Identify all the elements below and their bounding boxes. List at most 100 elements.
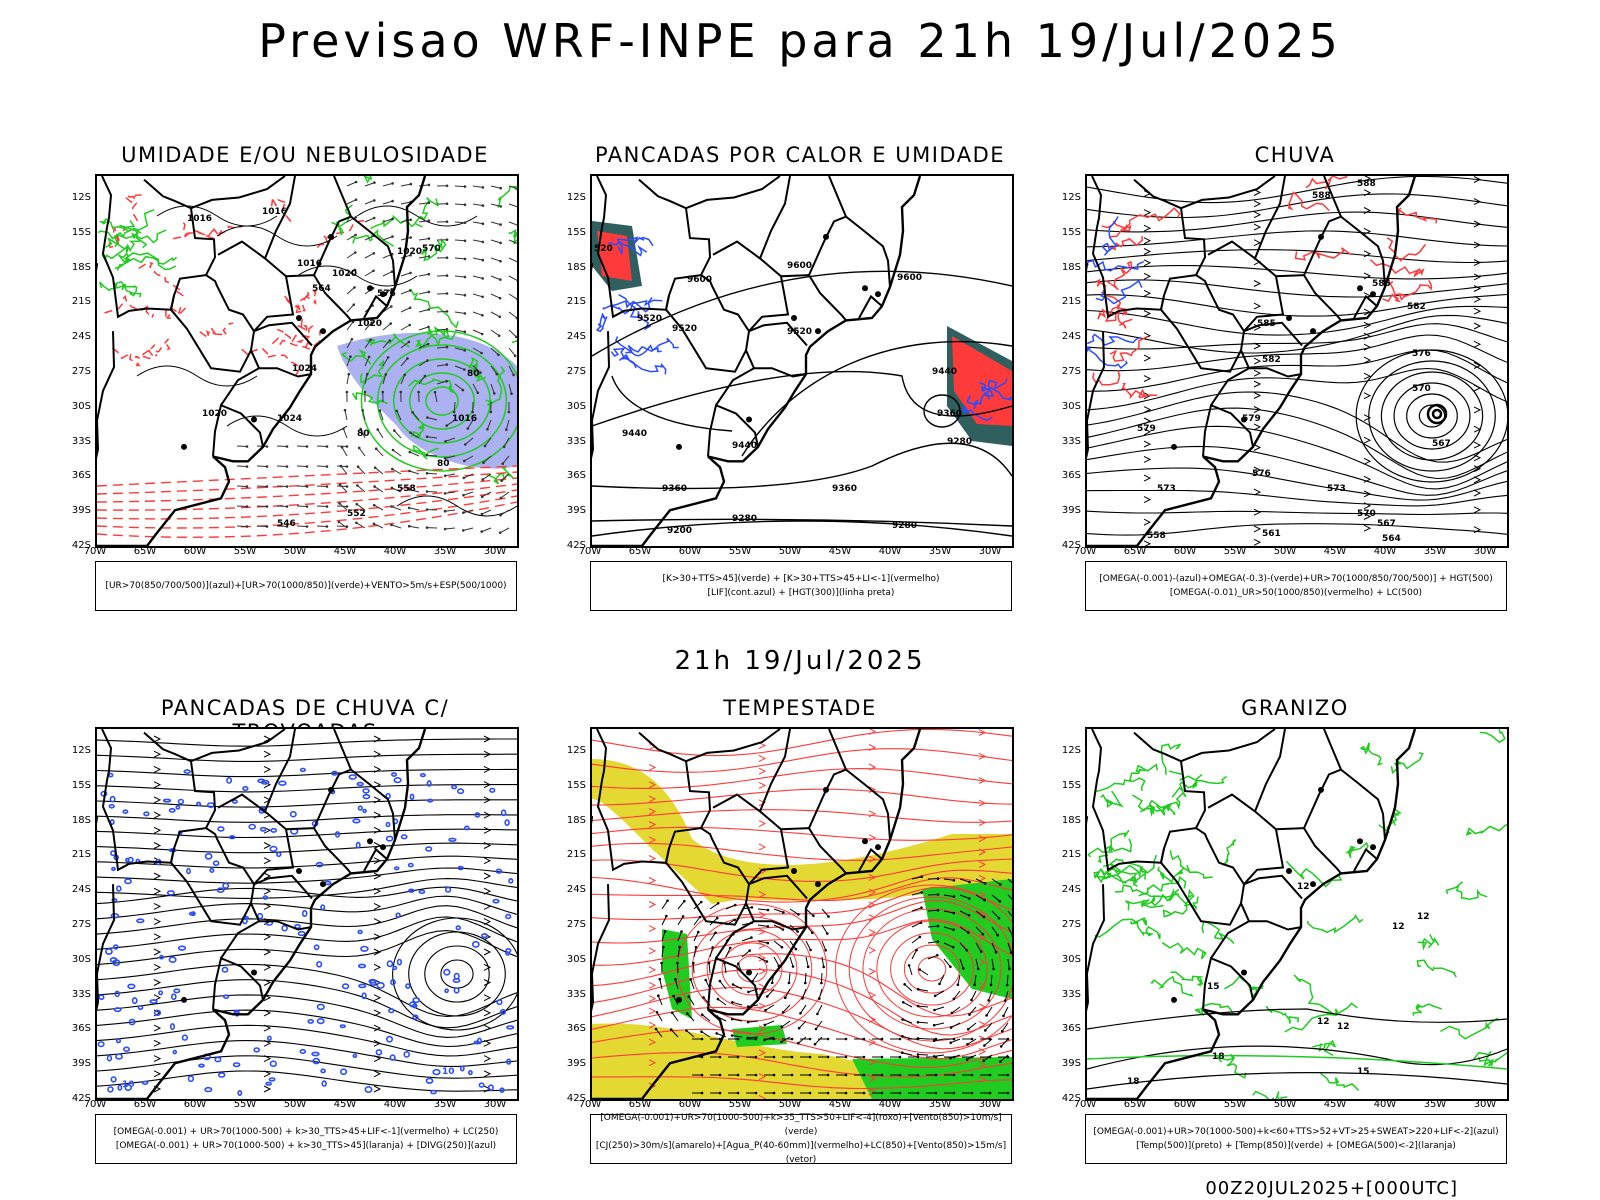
lat-tick-label: 15S [1061, 226, 1081, 238]
lon-tick-label: 30W [483, 546, 507, 557]
panel-title: PANCADAS POR CALOR E UMIDADE [594, 143, 1006, 167]
lon-tick-label: 60W [1173, 1099, 1197, 1110]
lat-tick-label: 30S [1061, 953, 1081, 965]
lon-tick-label: 50W [283, 1099, 307, 1110]
lat-tick-label: 30S [71, 400, 91, 412]
lon-tick-label: 35W [1423, 546, 1447, 557]
contour-label: 576 [377, 289, 396, 299]
map-canvas: 10 10 [97, 729, 517, 1099]
lat-tick-label: 12S [1061, 745, 1081, 756]
lon-tick-label: 70W [1073, 1099, 1097, 1110]
lon-tick-label: 55W [728, 546, 752, 557]
panel-legend: [OMEGA(-0.001)+UR>70(1000-500)+k<60+TTS>… [1085, 1114, 1507, 1164]
contour-label: 573 [1327, 484, 1346, 494]
lat-tick-label: 21S [566, 296, 586, 308]
lat-tick-label: 30S [566, 953, 586, 965]
lon-tick-label: 40W [878, 546, 902, 557]
lon-tick-label: 50W [1273, 1099, 1297, 1110]
lat-tick-label: 12S [1061, 192, 1081, 203]
contour-label: 9600 [687, 275, 712, 285]
lat-tick-label: 21S [71, 849, 91, 861]
lat-tick-label: 27S [71, 919, 91, 930]
panel-legend: [OMEGA(-0.001)-(azul)+OMEGA(-0.3)-(verde… [1085, 561, 1507, 611]
lon-tick-label: 40W [1373, 546, 1397, 557]
legend-line: [K>30+TTS>45](verde) + [K>30+TTS>45+LI<-… [662, 574, 940, 584]
lon-tick-label: 50W [1273, 546, 1297, 557]
contour-label: 588 [1312, 191, 1331, 201]
lon-tick-label: 70W [578, 546, 602, 557]
panel-title: CHUVA [1254, 143, 1336, 167]
panel-legend: [OMEGA(-0.001) + UR>70(1000-500) + k>30_… [95, 1114, 517, 1164]
panel-legend: [UR>70(850/700/500)](azul)+[UR>70(1000/8… [95, 561, 517, 611]
lon-tick-label: 35W [433, 546, 457, 557]
contour-label: 588 [1357, 179, 1376, 189]
lat-tick-label: 36S [1061, 1023, 1081, 1035]
contour-label: 9440 [622, 429, 647, 439]
contour-label: 1016 [262, 207, 287, 217]
contour-label: 10 [122, 1080, 135, 1090]
lat-tick-label: 42S [566, 540, 586, 551]
lat-tick-label: 12S [71, 745, 91, 756]
contour-label: 564 [1382, 534, 1401, 544]
contour-label: 12 [1297, 882, 1310, 892]
contour-label: 9200 [667, 526, 692, 536]
contour-label: 9520 [637, 314, 662, 324]
main-title: Previsao WRF-INPE para 21h 19/Jul/2025 [258, 14, 1342, 68]
lon-tick-label: 40W [1373, 1099, 1397, 1110]
lon-tick-label: 30W [1473, 546, 1497, 557]
contour-label: 9360 [937, 409, 962, 419]
lat-tick-label: 30S [566, 400, 586, 412]
legend-line: [LIF](cont.azul) + [HGT(300)](linha pret… [707, 588, 895, 598]
lat-tick-label: 33S [71, 988, 91, 1000]
lat-tick-label: 33S [1061, 435, 1081, 447]
map-frame: 12 12 12 15 15 18 18 12 12 [1085, 727, 1509, 1101]
contour-label: 12 [1417, 912, 1430, 922]
contour-label: 18 [1127, 1077, 1140, 1087]
lat-tick-label: 27S [566, 919, 586, 930]
lon-tick-label: 40W [383, 1099, 407, 1110]
contour-label: 570 [422, 244, 441, 254]
lon-tick-label: 65W [628, 546, 652, 557]
lat-tick-label: 12S [71, 192, 91, 203]
contour-label: 1024 [292, 364, 317, 374]
lon-tick-label: 55W [1223, 546, 1247, 557]
lon-tick-label: 65W [133, 1099, 157, 1110]
lon-tick-label: 70W [578, 1099, 602, 1110]
lat-tick-label: 36S [1061, 470, 1081, 482]
contour-label: 576 [1412, 349, 1431, 359]
contour-label: 570 [1412, 384, 1431, 394]
contour-label: 12 [1317, 1017, 1330, 1027]
lat-tick-label: 27S [566, 366, 586, 377]
lon-tick-label: 45W [1323, 546, 1347, 557]
lat-tick-label: 42S [1061, 540, 1081, 551]
contour-label: 9360 [662, 484, 687, 494]
lat-tick-label: 36S [566, 1023, 586, 1035]
lon-tick-label: 45W [333, 1099, 357, 1110]
lon-tick-label: 40W [878, 1099, 902, 1110]
lat-tick-label: 39S [1061, 1058, 1081, 1070]
lat-tick-label: 21S [1061, 849, 1081, 861]
lon-tick-label: 55W [233, 546, 257, 557]
lat-tick-label: 15S [71, 779, 91, 791]
lat-tick-label: 42S [71, 1093, 91, 1104]
contour-label: 579 [1242, 414, 1261, 424]
lon-tick-label: 55W [1223, 1099, 1247, 1110]
lon-tick-label: 45W [828, 546, 852, 557]
lat-tick-label: 33S [1061, 988, 1081, 1000]
contour-label: 9600 [787, 261, 812, 271]
lat-tick-label: 21S [1061, 296, 1081, 308]
contour-label: 15 [1357, 1067, 1370, 1077]
contour-label: 9360 [832, 484, 857, 494]
lon-tick-label: 50W [283, 546, 307, 557]
lat-tick-label: 39S [71, 505, 91, 517]
lon-tick-label: 60W [183, 546, 207, 557]
legend-line: [CJ(250)>30m/s](amarelo)+[Agua_P(40-60mm… [595, 1141, 1007, 1165]
lat-tick-label: 21S [71, 296, 91, 308]
contour-label: 520 [594, 244, 613, 254]
contour-label: 80 [467, 369, 480, 379]
panel-legend: [K>30+TTS>45](verde) + [K>30+TTS>45+LI<-… [590, 561, 1012, 611]
lat-tick-label: 21S [566, 849, 586, 861]
lat-tick-label: 15S [1061, 779, 1081, 791]
lon-tick-label: 70W [1073, 546, 1097, 557]
lat-tick-label: 36S [71, 470, 91, 482]
